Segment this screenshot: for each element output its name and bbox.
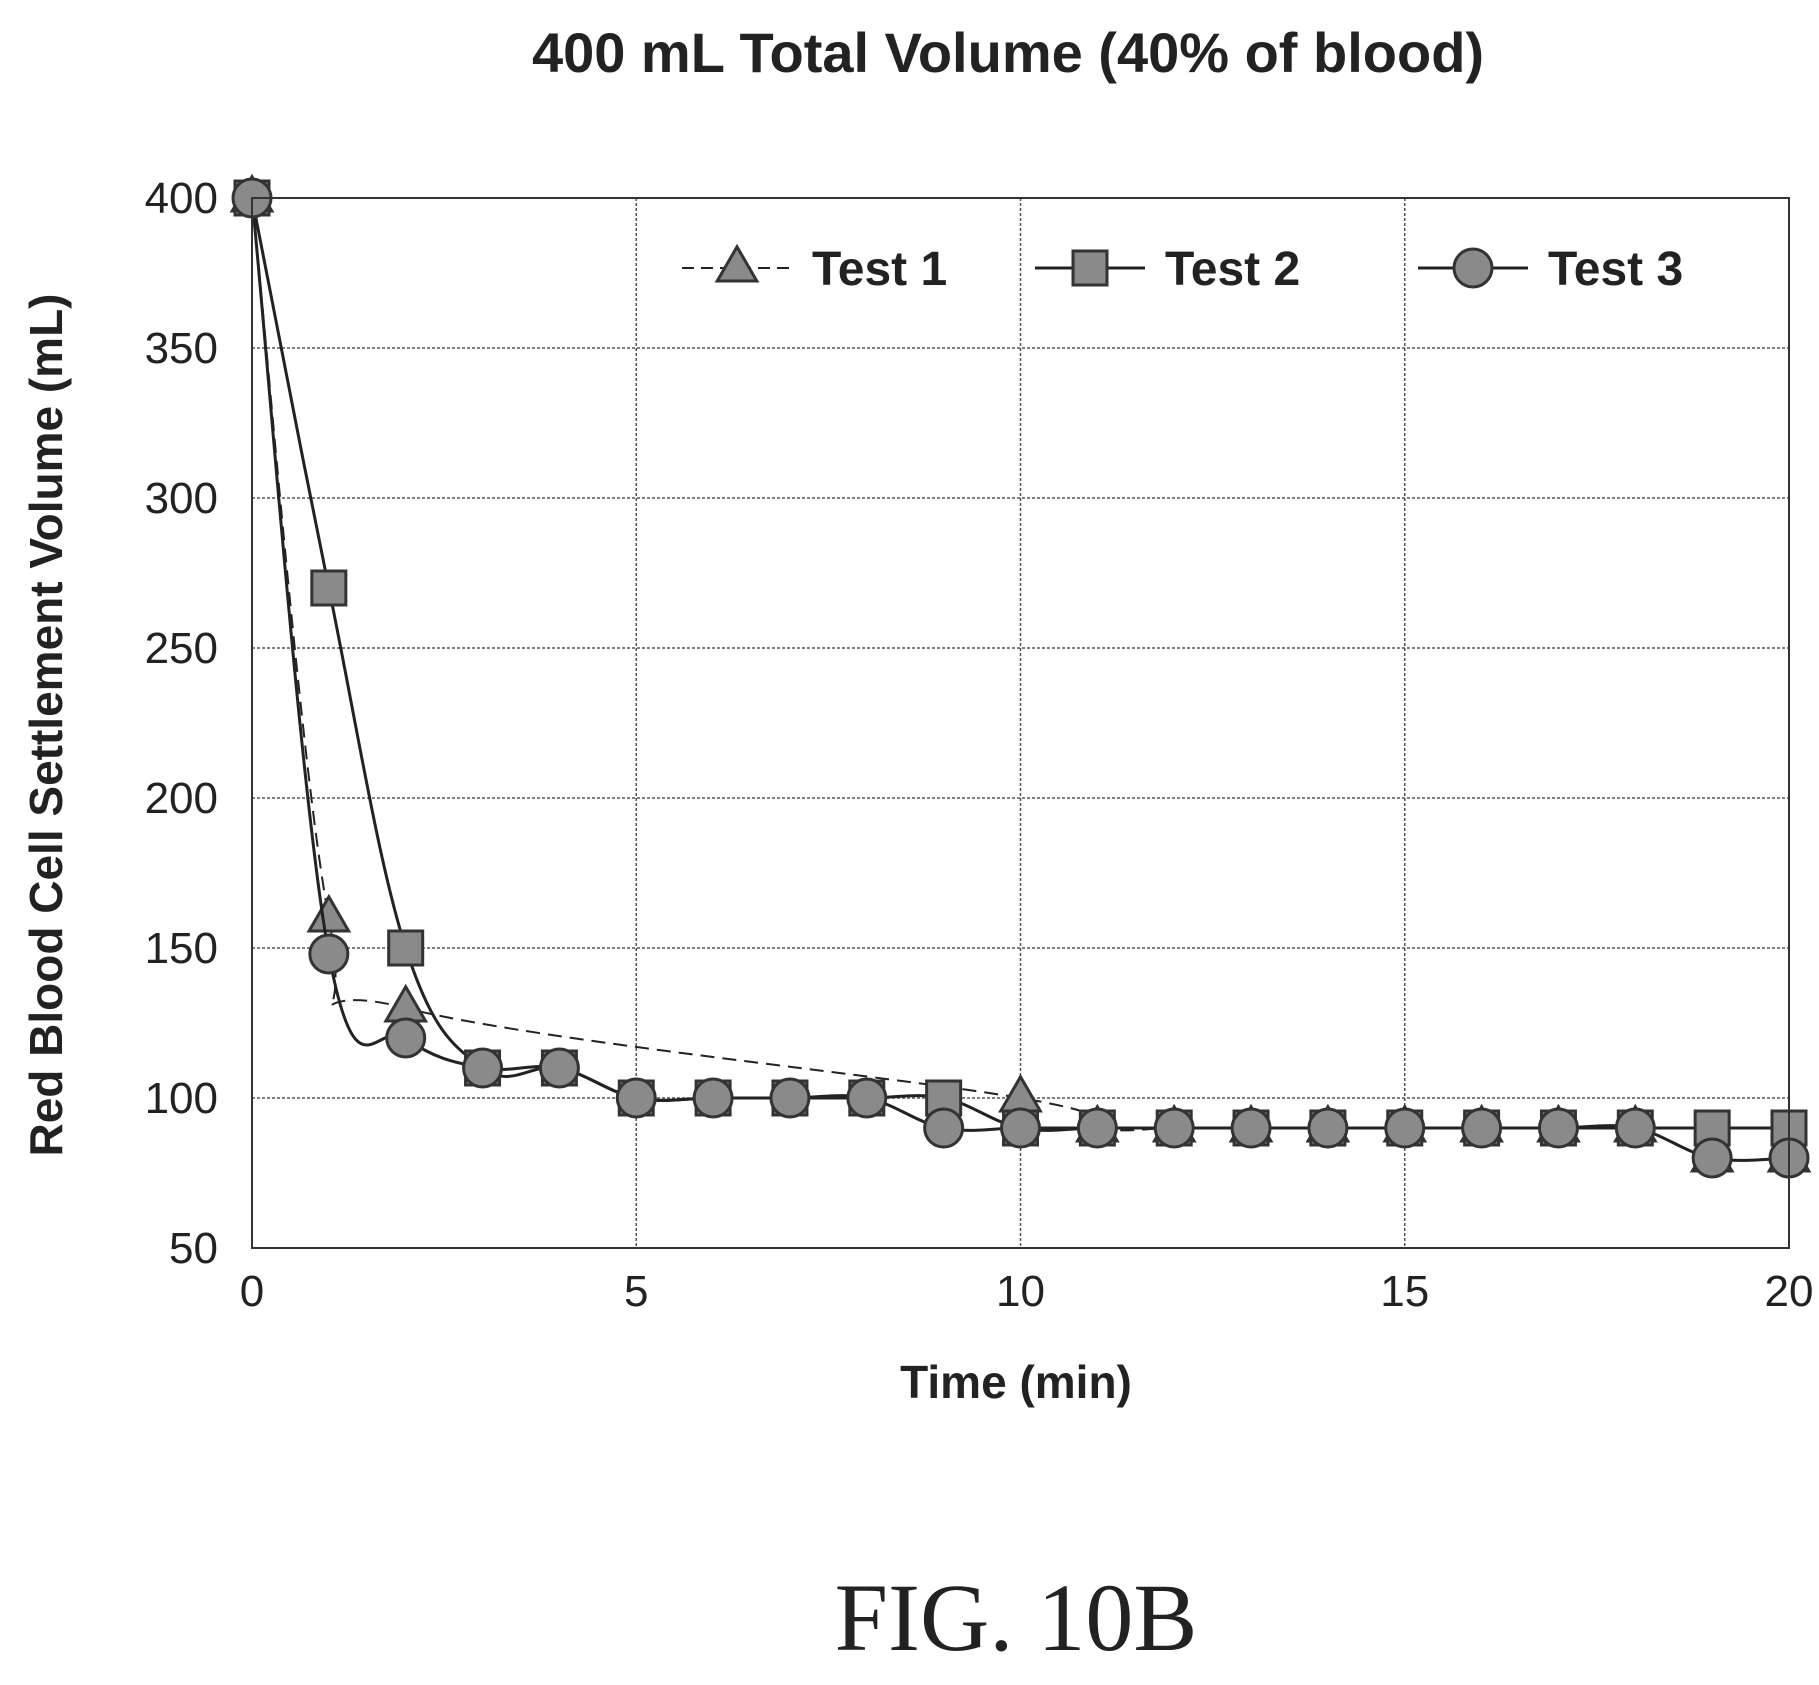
point-test-3-2 [385,1017,427,1059]
plot-frame [251,197,1790,1249]
point-test-3-16 [1461,1107,1503,1149]
point-test-3-9 [923,1107,965,1149]
point-test-3-6 [692,1077,734,1119]
point-test-3-1 [308,933,350,975]
y-tick-label-4: 250 [145,624,218,673]
series-layer [229,173,1812,1179]
point-test-3-14 [1307,1107,1349,1149]
legend-marker-test-1 [714,243,760,283]
point-test-3-4 [538,1047,580,1089]
x-tick-label-3: 15 [1380,1267,1429,1316]
point-test-3-7 [769,1077,811,1119]
x-tick-label-2: 10 [996,1267,1045,1316]
legend-marker-test-3 [1452,247,1494,289]
point-test-3-17 [1537,1107,1579,1149]
point-test-3-3 [462,1047,504,1089]
point-test-1-2 [383,983,429,1023]
chart-title: 400 mL Total Volume (40% of blood) [532,21,1484,84]
tick-layer: 0 5 10 15 20 50 100 150 200 250 300 350 400 [145,174,1814,1316]
point-test-3-18 [1614,1107,1656,1149]
legend-label-test-2: Test 2 [1165,243,1300,296]
legend-marker-test-2 [1071,249,1109,287]
y-tick-label-1: 100 [145,1074,218,1123]
point-test-3-13 [1230,1107,1272,1149]
point-test-3-8 [846,1077,888,1119]
x-tick-label-4: 20 [1765,1267,1814,1316]
x-tick-label-1: 5 [624,1267,648,1316]
legend-item-test-3: Test 3 [1418,243,1683,296]
legend-label-test-3: Test 3 [1548,243,1683,296]
point-test-1-1 [306,893,352,933]
legend: Test 1 Test 2 Test 3 [682,243,1683,296]
y-tick-label-2: 150 [145,924,218,973]
y-tick-label-0: 50 [169,1224,218,1273]
point-test-3-12 [1153,1107,1195,1149]
point-test-3-15 [1384,1107,1426,1149]
y-tick-label-6: 350 [145,324,218,373]
legend-item-test-2: Test 2 [1035,243,1300,296]
legend-item-test-1: Test 1 [682,243,947,296]
y-tick-label-3: 200 [145,774,218,823]
x-tick-label-0: 0 [240,1267,264,1316]
point-test-1-3 [998,1073,1043,1113]
point-test-2-1 [310,569,348,607]
point-test-3-11 [1076,1107,1118,1149]
y-axis-label: Red Blood Cell Settlement Volume (mL) [20,294,72,1157]
point-test-3-10 [1000,1107,1041,1149]
point-test-3-5 [615,1077,657,1119]
figure-label: FIG. 10B [835,1564,1198,1671]
y-tick-label-5: 300 [145,474,218,523]
y-tick-label-7: 400 [145,174,218,223]
x-axis-label: Time (min) [900,1356,1132,1408]
legend-label-test-1: Test 1 [812,243,947,296]
point-test-2-2 [387,929,425,967]
point-test-3-19 [1691,1137,1733,1179]
